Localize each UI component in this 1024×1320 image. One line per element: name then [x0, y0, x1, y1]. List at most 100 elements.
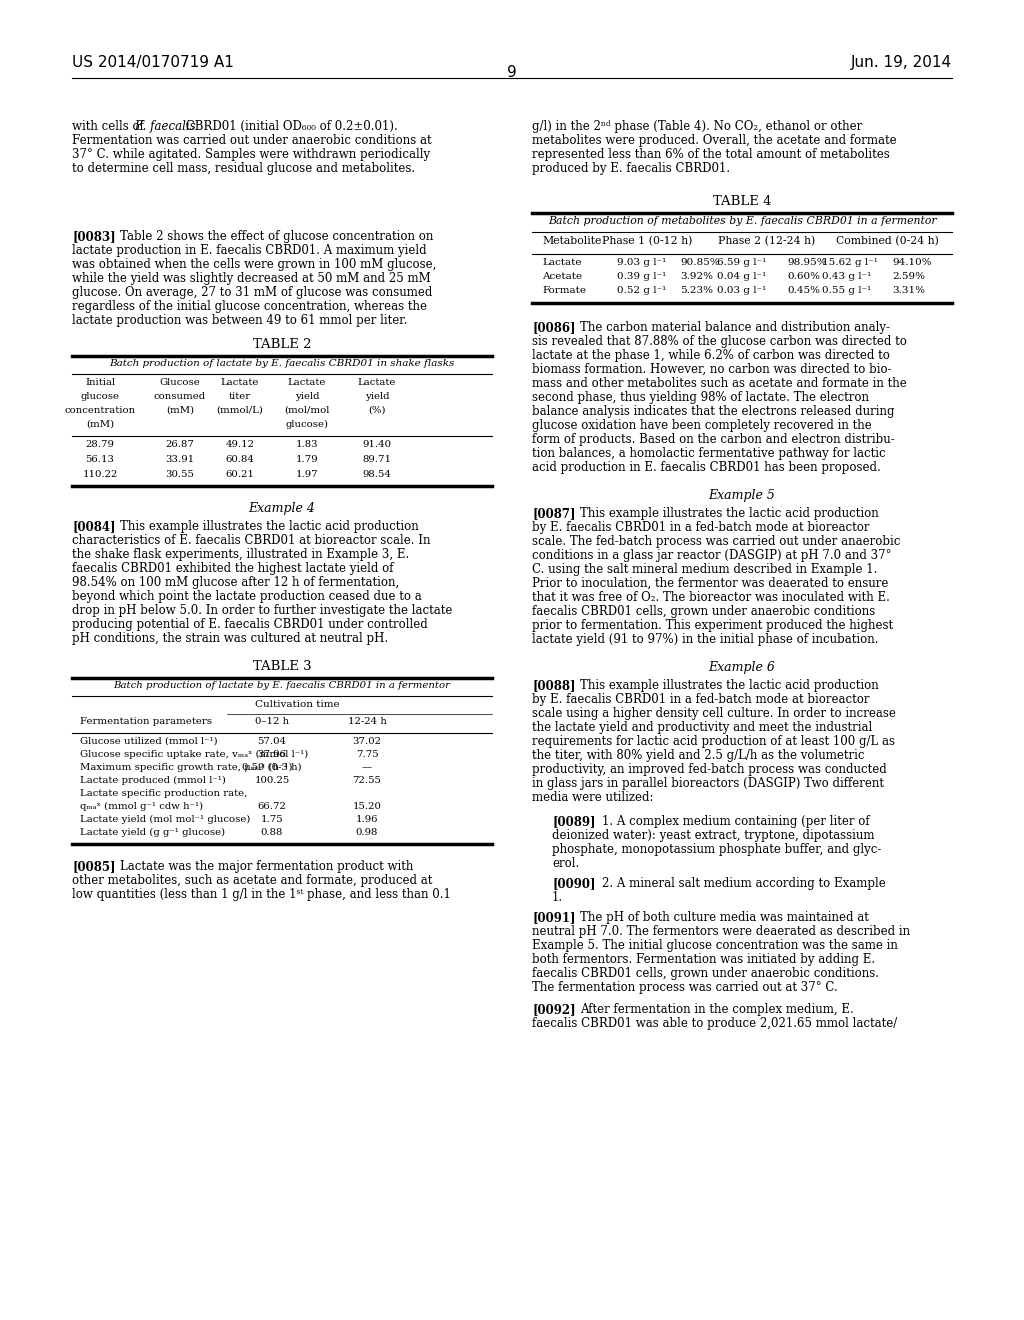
Text: faecalis CBRD01 cells, grown under anaerobic conditions.: faecalis CBRD01 cells, grown under anaer… — [532, 968, 879, 979]
Text: 49.12: 49.12 — [225, 440, 255, 449]
Text: by E. faecalis CBRD01 in a fed-batch mode at bioreactor: by E. faecalis CBRD01 in a fed-batch mod… — [532, 693, 869, 706]
Text: Jun. 19, 2014: Jun. 19, 2014 — [851, 55, 952, 70]
Text: 1.83: 1.83 — [296, 440, 318, 449]
Text: 1.: 1. — [552, 891, 563, 904]
Text: 28.79: 28.79 — [86, 440, 115, 449]
Text: Example 5: Example 5 — [709, 488, 775, 502]
Text: that it was free of O₂. The bioreactor was inoculated with E.: that it was free of O₂. The bioreactor w… — [532, 591, 890, 605]
Text: conditions in a glass jar reactor (DASGIP) at pH 7.0 and 37°: conditions in a glass jar reactor (DASGI… — [532, 549, 892, 562]
Text: balance analysis indicates that the electrons released during: balance analysis indicates that the elec… — [532, 405, 895, 418]
Text: acid production in E. faecalis CBRD01 has been proposed.: acid production in E. faecalis CBRD01 ha… — [532, 461, 881, 474]
Text: Combined (0-24 h): Combined (0-24 h) — [836, 236, 938, 247]
Text: consumed: consumed — [154, 392, 206, 401]
Text: tion balances, a homolactic fermentative pathway for lactic: tion balances, a homolactic fermentative… — [532, 447, 886, 459]
Text: This example illustrates the lactic acid production: This example illustrates the lactic acid… — [120, 520, 419, 533]
Text: by E. faecalis CBRD01 in a fed-batch mode at bioreactor: by E. faecalis CBRD01 in a fed-batch mod… — [532, 521, 869, 535]
Text: with cells of: with cells of — [72, 120, 147, 133]
Text: 15.20: 15.20 — [352, 803, 381, 810]
Text: Fermentation parameters: Fermentation parameters — [80, 717, 212, 726]
Text: 26.87: 26.87 — [166, 440, 195, 449]
Text: TABLE 3: TABLE 3 — [253, 660, 311, 673]
Text: 12-24 h: 12-24 h — [347, 717, 386, 726]
Text: [0084]: [0084] — [72, 520, 116, 533]
Text: 0.59 (0-3 h): 0.59 (0-3 h) — [243, 763, 302, 772]
Text: Lactate was the major fermentation product with: Lactate was the major fermentation produ… — [120, 861, 414, 873]
Text: Metabolite: Metabolite — [542, 236, 601, 246]
Text: Batch production of lactate by E. faecalis CBRD01 in a fermentor: Batch production of lactate by E. faecal… — [114, 681, 451, 690]
Text: (%): (%) — [369, 407, 386, 414]
Text: 2. A mineral salt medium according to Example: 2. A mineral salt medium according to Ex… — [602, 876, 886, 890]
Text: the titer, with 80% yield and 2.5 g/L/h as the volumetric: the titer, with 80% yield and 2.5 g/L/h … — [532, 748, 864, 762]
Text: deionized water): yeast extract, tryptone, dipotassium: deionized water): yeast extract, trypton… — [552, 829, 874, 842]
Text: 9.03 g l⁻¹: 9.03 g l⁻¹ — [617, 257, 667, 267]
Text: prior to fermentation. This experiment produced the highest: prior to fermentation. This experiment p… — [532, 619, 893, 632]
Text: beyond which point the lactate production ceased due to a: beyond which point the lactate productio… — [72, 590, 422, 603]
Text: represented less than 6% of the total amount of metabolites: represented less than 6% of the total am… — [532, 148, 890, 161]
Text: Example 5. The initial glucose concentration was the same in: Example 5. The initial glucose concentra… — [532, 939, 898, 952]
Text: 91.40: 91.40 — [362, 440, 391, 449]
Text: 66.72: 66.72 — [258, 803, 287, 810]
Text: erol.: erol. — [552, 857, 580, 870]
Text: 89.71: 89.71 — [362, 455, 391, 465]
Text: Initial: Initial — [85, 378, 115, 387]
Text: 37.02: 37.02 — [352, 737, 382, 746]
Text: 98.54: 98.54 — [362, 470, 391, 479]
Text: second phase, thus yielding 98% of lactate. The electron: second phase, thus yielding 98% of lacta… — [532, 391, 869, 404]
Text: Batch production of metabolites by E. faecalis CBRD01 in a fermentor: Batch production of metabolites by E. fa… — [548, 216, 936, 226]
Text: 0.43 g l⁻¹: 0.43 g l⁻¹ — [822, 272, 871, 281]
Text: 3.31%: 3.31% — [892, 286, 925, 294]
Text: while the yield was slightly decreased at 50 mM and 25 mM: while the yield was slightly decreased a… — [72, 272, 431, 285]
Text: 72.55: 72.55 — [352, 776, 381, 785]
Text: requirements for lactic acid production of at least 100 g/L as: requirements for lactic acid production … — [532, 735, 895, 748]
Text: Lactate produced (mmol l⁻¹): Lactate produced (mmol l⁻¹) — [80, 776, 226, 785]
Text: mass and other metabolites such as acetate and formate in the: mass and other metabolites such as aceta… — [532, 378, 906, 389]
Text: After fermentation in the complex medium, E.: After fermentation in the complex medium… — [580, 1003, 854, 1016]
Text: form of products. Based on the carbon and electron distribu-: form of products. Based on the carbon an… — [532, 433, 895, 446]
Text: (mmol/L): (mmol/L) — [216, 407, 263, 414]
Text: Lactate yield (mol mol⁻¹ glucose): Lactate yield (mol mol⁻¹ glucose) — [80, 814, 251, 824]
Text: Lactate: Lactate — [288, 378, 327, 387]
Text: 0.60%: 0.60% — [787, 272, 820, 281]
Text: concentration: concentration — [65, 407, 135, 414]
Text: The fermentation process was carried out at 37° C.: The fermentation process was carried out… — [532, 981, 838, 994]
Text: 0.88: 0.88 — [261, 828, 284, 837]
Text: 0.39 g l⁻¹: 0.39 g l⁻¹ — [617, 272, 667, 281]
Text: 1.75: 1.75 — [261, 814, 284, 824]
Text: 110.22: 110.22 — [82, 470, 118, 479]
Text: 0.04 g l⁻¹: 0.04 g l⁻¹ — [717, 272, 766, 281]
Text: [0092]: [0092] — [532, 1003, 575, 1016]
Text: 33.91: 33.91 — [166, 455, 195, 465]
Text: 2.59%: 2.59% — [892, 272, 925, 281]
Text: lactate yield (91 to 97%) in the initial phase of incubation.: lactate yield (91 to 97%) in the initial… — [532, 634, 879, 645]
Text: 56.13: 56.13 — [85, 455, 115, 465]
Text: 1. A complex medium containing (per liter of: 1. A complex medium containing (per lite… — [602, 814, 869, 828]
Text: 7.75: 7.75 — [355, 750, 378, 759]
Text: (mM): (mM) — [86, 420, 114, 429]
Text: sis revealed that 87.88% of the glucose carbon was directed to: sis revealed that 87.88% of the glucose … — [532, 335, 907, 348]
Text: g/l) in the 2ⁿᵈ phase (Table 4). No CO₂, ethanol or other: g/l) in the 2ⁿᵈ phase (Table 4). No CO₂,… — [532, 120, 862, 133]
Text: 98.54% on 100 mM glucose after 12 h of fermentation,: 98.54% on 100 mM glucose after 12 h of f… — [72, 576, 399, 589]
Text: 0–12 h: 0–12 h — [255, 717, 289, 726]
Text: 98.95%: 98.95% — [787, 257, 826, 267]
Text: 0.52 g l⁻¹: 0.52 g l⁻¹ — [617, 286, 667, 294]
Text: 9: 9 — [507, 65, 517, 81]
Text: US 2014/0170719 A1: US 2014/0170719 A1 — [72, 55, 233, 70]
Text: glucose. On average, 27 to 31 mM of glucose was consumed: glucose. On average, 27 to 31 mM of gluc… — [72, 286, 432, 300]
Text: The carbon material balance and distribution analy-: The carbon material balance and distribu… — [580, 321, 890, 334]
Text: Lactate: Lactate — [357, 378, 396, 387]
Text: 37.96: 37.96 — [257, 750, 287, 759]
Text: scale. The fed-batch process was carried out under anaerobic: scale. The fed-batch process was carried… — [532, 535, 900, 548]
Text: 57.04: 57.04 — [257, 737, 287, 746]
Text: The pH of both culture media was maintained at: The pH of both culture media was maintai… — [580, 911, 869, 924]
Text: to determine cell mass, residual glucose and metabolites.: to determine cell mass, residual glucose… — [72, 162, 415, 176]
Text: 0.03 g l⁻¹: 0.03 g l⁻¹ — [717, 286, 766, 294]
Text: productivity, an improved fed-batch process was conducted: productivity, an improved fed-batch proc… — [532, 763, 887, 776]
Text: Glucose: Glucose — [160, 378, 201, 387]
Text: 90.85%: 90.85% — [680, 257, 720, 267]
Text: drop in pH below 5.0. In order to further investigate the lactate: drop in pH below 5.0. In order to furthe… — [72, 605, 453, 616]
Text: the lactate yield and productivity and meet the industrial: the lactate yield and productivity and m… — [532, 721, 872, 734]
Text: characteristics of E. faecalis CBRD01 at bioreactor scale. In: characteristics of E. faecalis CBRD01 at… — [72, 535, 430, 546]
Text: [0083]: [0083] — [72, 230, 116, 243]
Text: 94.10%: 94.10% — [892, 257, 932, 267]
Text: scale using a higher density cell culture. In order to increase: scale using a higher density cell cultur… — [532, 708, 896, 719]
